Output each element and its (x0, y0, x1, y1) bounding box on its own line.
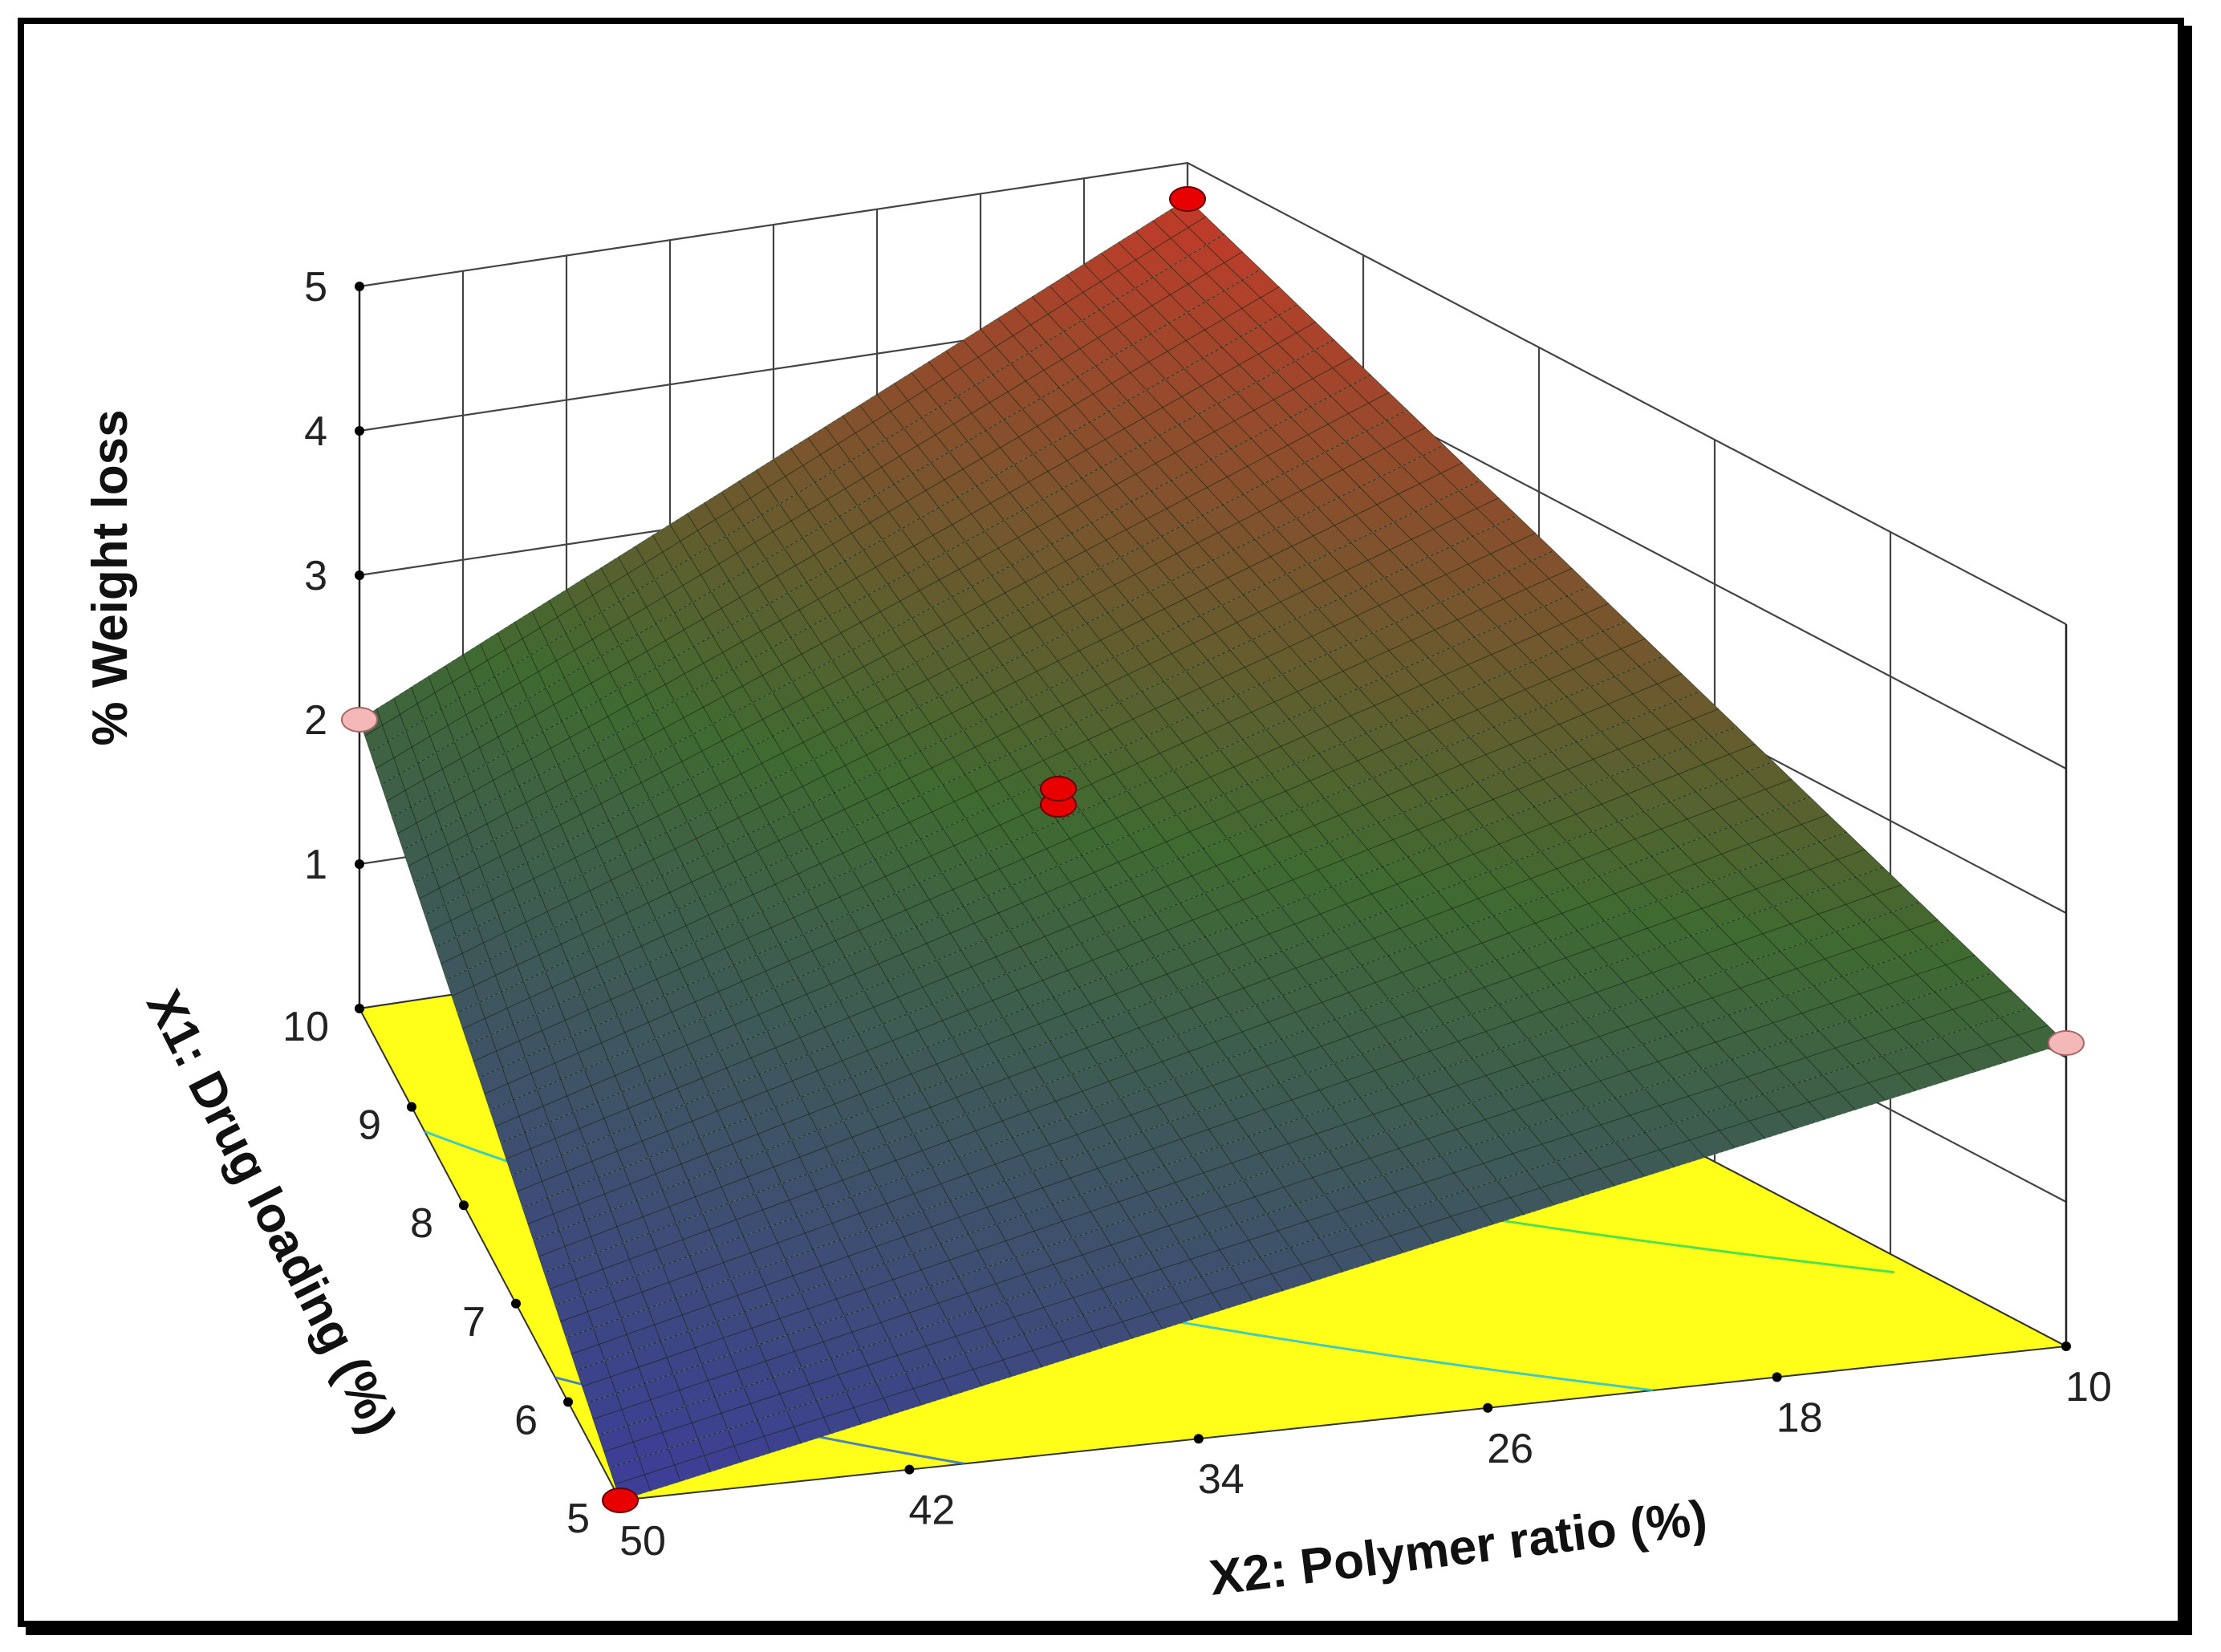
x2-tick-mark (1193, 1434, 1204, 1444)
x2-tick-label: 42 (908, 1488, 955, 1534)
x1-tick-mark (355, 1004, 364, 1013)
x2-tick-mark (904, 1464, 915, 1475)
design-point (341, 707, 378, 733)
x2-tick-mark (2061, 1341, 2071, 1351)
x2-axis-title: X2: Polymer ratio (%) (1207, 1490, 1710, 1605)
z-tick-label: 5 (304, 264, 327, 311)
x1-tick-label: 7 (462, 1299, 485, 1346)
x1-tick-mark (511, 1298, 521, 1309)
x2-tick-label: 10 (2065, 1364, 2112, 1410)
x2-tick-label: 18 (1776, 1394, 1823, 1441)
x2-tick-mark (1772, 1372, 1782, 1382)
design-point (1169, 186, 1206, 212)
x2-tick-mark (1483, 1402, 1493, 1413)
figure-frame: 1 2 3 4 5 5 6 7 8 9 10 50 42 34 26 18 10 % Weight loss X… (18, 18, 2184, 1627)
x1-tick-label: 9 (358, 1102, 381, 1149)
design-point (602, 1488, 639, 1513)
z-tick-label: 4 (304, 408, 327, 455)
x1-tick-mark (407, 1102, 416, 1112)
response-surface (359, 198, 2067, 1501)
x1-tick-label: 10 (282, 1004, 329, 1050)
z-tick-mark (355, 570, 364, 580)
design-point (1040, 776, 1077, 802)
design-point (2048, 1030, 2085, 1056)
x1-tick-label: 6 (514, 1397, 538, 1443)
z-axis-title: % Weight loss (83, 409, 138, 745)
x1-tick-mark (459, 1200, 469, 1211)
x1-axis-title: X1: Drug loading (%) (136, 981, 407, 1443)
axis-frame-lines (355, 282, 2071, 1505)
x2-tick-label: 50 (619, 1518, 666, 1565)
x2-tick-label: 34 (1198, 1456, 1244, 1503)
z-tick-mark (355, 859, 364, 869)
z-tick-label: 2 (304, 697, 327, 744)
x1-tick-mark (563, 1397, 573, 1407)
x2-tick-label: 26 (1487, 1426, 1533, 1472)
z-tick-mark (355, 426, 364, 436)
z-tick-mark (355, 282, 364, 291)
z-tick-label: 3 (304, 553, 327, 599)
design-points (341, 186, 2085, 1513)
z-tick-label: 1 (304, 842, 327, 888)
x1-tick-label: 8 (410, 1200, 433, 1247)
x1-tick-label: 5 (566, 1496, 590, 1542)
